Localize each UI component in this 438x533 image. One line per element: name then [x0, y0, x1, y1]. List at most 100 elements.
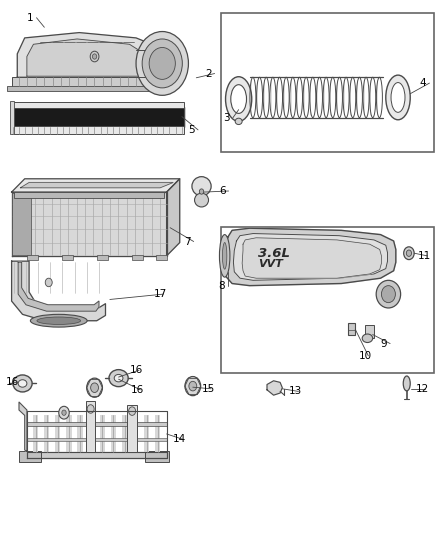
Bar	[7, 86, 153, 91]
Bar	[155, 255, 166, 260]
Ellipse shape	[62, 410, 66, 415]
Bar	[78, 415, 83, 451]
Text: 14: 14	[173, 434, 187, 445]
Text: 1: 1	[27, 13, 34, 23]
Bar	[100, 415, 105, 451]
Ellipse shape	[13, 375, 32, 392]
Ellipse shape	[226, 77, 252, 122]
Ellipse shape	[87, 405, 94, 413]
Text: 7: 7	[184, 237, 191, 247]
Ellipse shape	[189, 381, 197, 391]
Polygon shape	[12, 107, 184, 127]
Ellipse shape	[142, 39, 182, 88]
Ellipse shape	[403, 376, 410, 391]
Text: 17: 17	[153, 289, 167, 299]
Bar	[136, 50, 162, 77]
Bar	[88, 415, 94, 451]
Bar	[127, 405, 137, 451]
Bar	[27, 255, 38, 260]
Bar	[12, 126, 184, 134]
Polygon shape	[27, 39, 141, 76]
Ellipse shape	[391, 83, 405, 112]
Ellipse shape	[362, 334, 373, 343]
Ellipse shape	[386, 75, 410, 120]
Bar	[27, 438, 166, 441]
Bar	[62, 255, 73, 260]
Text: 11: 11	[418, 251, 431, 261]
Polygon shape	[242, 238, 381, 278]
Polygon shape	[166, 179, 180, 256]
Text: 10: 10	[359, 351, 372, 361]
Ellipse shape	[185, 376, 201, 395]
Ellipse shape	[381, 286, 396, 303]
Text: 16: 16	[6, 377, 19, 387]
Text: 4: 4	[420, 78, 427, 88]
Polygon shape	[223, 228, 396, 286]
Polygon shape	[19, 402, 27, 451]
Ellipse shape	[45, 278, 52, 287]
Bar	[365, 325, 374, 338]
Bar	[111, 415, 116, 451]
Bar	[66, 415, 71, 451]
Ellipse shape	[87, 378, 102, 397]
Ellipse shape	[231, 85, 247, 114]
Polygon shape	[27, 451, 166, 458]
Bar	[145, 451, 169, 462]
Polygon shape	[267, 381, 283, 395]
Bar	[12, 77, 149, 88]
Ellipse shape	[30, 314, 87, 327]
Bar	[14, 192, 164, 198]
Ellipse shape	[129, 407, 136, 415]
Bar	[348, 323, 355, 335]
Ellipse shape	[219, 235, 230, 277]
Bar	[133, 415, 138, 451]
Bar	[144, 415, 149, 451]
Bar	[155, 415, 160, 451]
Ellipse shape	[18, 379, 27, 387]
Ellipse shape	[90, 51, 99, 62]
Bar	[11, 101, 14, 134]
Bar	[33, 415, 38, 451]
Bar	[86, 401, 95, 451]
Text: 16: 16	[130, 365, 143, 375]
Text: 5: 5	[188, 125, 195, 135]
Text: 6: 6	[219, 186, 226, 196]
Ellipse shape	[149, 47, 175, 79]
Ellipse shape	[199, 189, 204, 194]
Ellipse shape	[37, 317, 81, 325]
Polygon shape	[12, 261, 106, 321]
Polygon shape	[20, 182, 173, 188]
Text: 3.6L: 3.6L	[258, 247, 290, 260]
Bar	[12, 102, 184, 108]
Ellipse shape	[406, 250, 412, 256]
Ellipse shape	[114, 374, 123, 382]
Bar	[19, 451, 41, 462]
Text: 13: 13	[289, 386, 302, 397]
Ellipse shape	[376, 280, 401, 308]
Text: 3: 3	[223, 112, 230, 123]
Polygon shape	[18, 262, 99, 311]
Bar	[122, 415, 127, 451]
Ellipse shape	[136, 31, 188, 95]
Text: 15: 15	[201, 384, 215, 394]
Ellipse shape	[223, 243, 227, 269]
Bar	[44, 415, 49, 451]
Text: VVT: VVT	[258, 260, 283, 269]
Ellipse shape	[91, 383, 99, 392]
Ellipse shape	[109, 369, 128, 386]
Bar	[27, 422, 166, 426]
Ellipse shape	[194, 193, 208, 207]
Bar	[221, 13, 434, 152]
Polygon shape	[12, 179, 180, 192]
Ellipse shape	[235, 118, 242, 125]
Bar	[97, 255, 108, 260]
Ellipse shape	[92, 54, 97, 59]
Ellipse shape	[59, 406, 69, 419]
Text: 9: 9	[381, 338, 387, 349]
Text: 8: 8	[218, 281, 225, 291]
Bar	[12, 193, 31, 255]
Text: 12: 12	[416, 384, 429, 394]
Text: 2: 2	[205, 69, 212, 78]
Bar	[132, 255, 143, 260]
Ellipse shape	[404, 247, 414, 260]
